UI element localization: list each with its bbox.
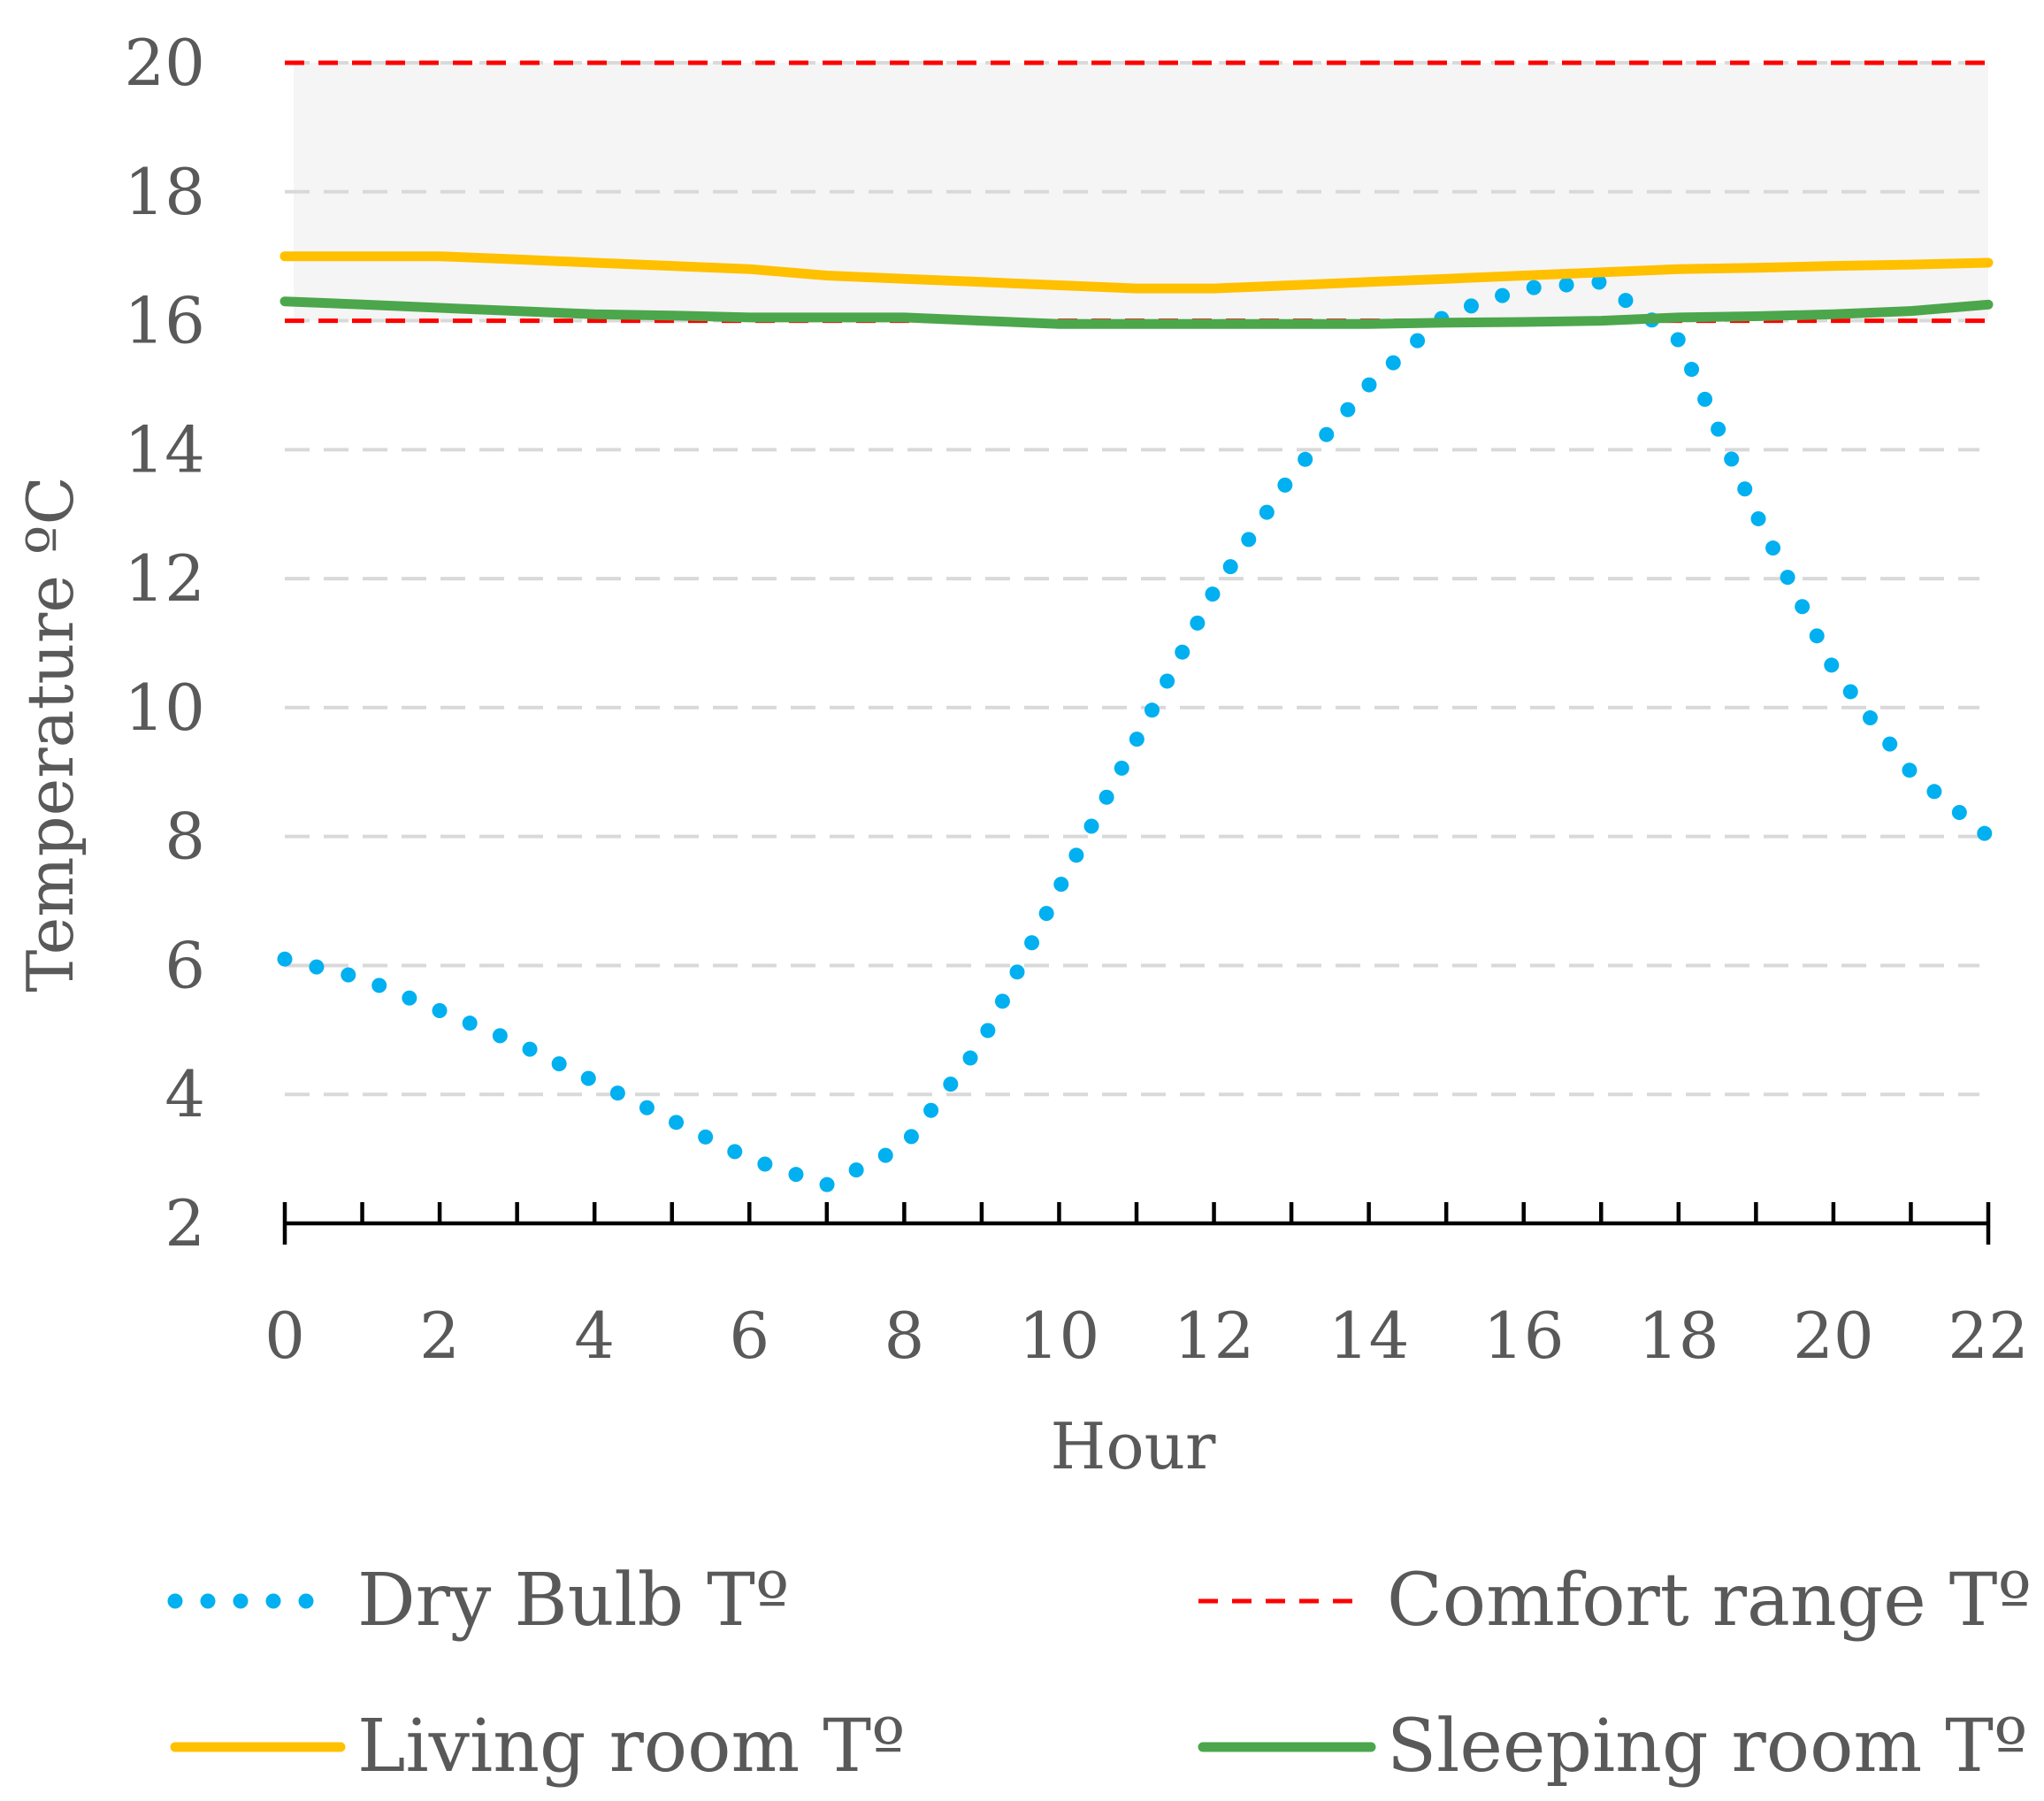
legend: Dry Bulb Tº Comfort range Tº Living room…: [167, 1559, 2032, 1789]
x-tick-label: 2: [419, 1299, 460, 1373]
x-axis: [282, 1202, 1991, 1245]
y-tick-label: 20: [124, 26, 205, 100]
y-tick-label: 16: [124, 284, 205, 358]
y-tick-label: 18: [124, 155, 205, 229]
x-tick-label: 22: [1948, 1299, 2029, 1373]
series-living-room-t: [279, 251, 1994, 294]
x-tick-label: 12: [1174, 1299, 1255, 1373]
x-tick-label: 14: [1328, 1299, 1410, 1373]
y-tick-label: 12: [124, 541, 205, 616]
x-tick-label: 4: [574, 1299, 615, 1373]
x-tick-label: 6: [729, 1299, 769, 1373]
x-tick-label: 20: [1793, 1299, 1874, 1373]
series-dry-bulb-t: [277, 274, 1996, 1193]
x-tick-label: 0: [264, 1299, 305, 1373]
x-tick-label: 8: [884, 1299, 924, 1373]
x-tick-label: 16: [1483, 1299, 1565, 1373]
y-tick-label: 4: [165, 1057, 205, 1131]
y-tick-label: 10: [124, 671, 205, 745]
x-axis-title: Hour: [1051, 1409, 1217, 1483]
x-tick-label: 10: [1019, 1299, 1100, 1373]
legend-label-dry-bulb: Dry Bulb Tº: [357, 1559, 789, 1643]
y-tick-labels: 2 4 6 8 10 12 14 16 18 20: [124, 26, 205, 1261]
y-tick-label: 14: [124, 412, 205, 487]
y-tick-label: 6: [165, 928, 205, 1002]
series-sleeping-room-t: [279, 296, 1994, 329]
y-tick-label: 8: [165, 800, 205, 874]
legend-label-comfort-range: Comfort range Tº: [1387, 1559, 2032, 1643]
legend-label-living-room: Living room Tº: [357, 1705, 906, 1789]
x-tick-label: 18: [1638, 1299, 1719, 1373]
series-layer: [277, 60, 1996, 1193]
legend-label-sleeping-room: Sleeping room Tº: [1387, 1705, 2028, 1789]
y-tick-label: 2: [165, 1186, 205, 1261]
x-tick-labels: 0 2 4 6 8 10 12 14 16 18 20 22: [264, 1299, 2029, 1373]
y-axis-title: Temperature ºC: [13, 476, 88, 992]
